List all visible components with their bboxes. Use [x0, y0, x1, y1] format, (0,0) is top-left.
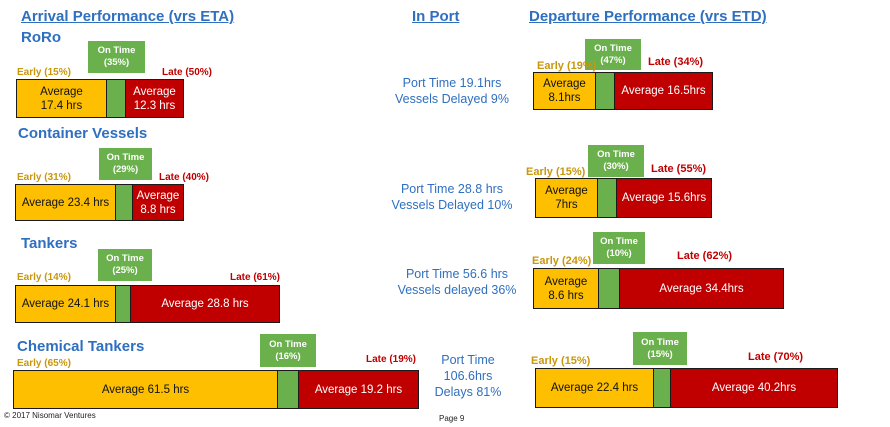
arrival-bar: Average 61.5 hrs Average 19.2 hrs [13, 370, 419, 409]
departure-early-label: Early (19%) [537, 60, 597, 72]
ontime-title: On Time [106, 253, 144, 264]
arrival-ontime-segment [115, 185, 133, 220]
arrival-early-segment: Average 23.4 hrs [16, 185, 115, 220]
arrival-bar: Average 17.4 hrs Average 12.3 hrs [16, 79, 184, 118]
section-title-chemical-tankers: Chemical Tankers [17, 338, 145, 355]
arrival-ontime-box: On Time (35%) [88, 41, 145, 73]
ontime-pct: (25%) [112, 265, 138, 276]
arrival-early-segment: Average 61.5 hrs [14, 371, 277, 408]
arrival-ontime-box: On Time (25%) [98, 249, 152, 281]
port-time-container-vessels: Port Time 28.8 hrs Vessels Delayed 10% [391, 182, 513, 212]
arrival-late-label: Late (61%) [230, 272, 281, 283]
ontime-pct: (16%) [275, 350, 301, 362]
departure-early-label: Early (24%) [532, 255, 592, 267]
ontime-pct: (10%) [606, 248, 632, 259]
ontime-title: On Time [594, 42, 632, 54]
departure-ontime-box: On Time (30%) [588, 145, 644, 177]
copyright-text: © 2017 Nisomar Ventures [4, 411, 96, 420]
departure-bar: Average 22.4 hrs Average 40.2hrs [535, 368, 838, 408]
arrival-early-segment: Average 24.1 hrs [16, 286, 115, 322]
arrival-ontime-box: On Time (29%) [99, 148, 152, 180]
departure-ontime-box: On Time (47%) [585, 39, 641, 70]
ontime-pct: (29%) [112, 164, 139, 175]
arrival-early-label: Early (14%) [17, 272, 71, 283]
ontime-pct: (47%) [600, 54, 626, 66]
departure-late-label: Late (70%) [748, 351, 804, 363]
departure-early-segment: Average 7hrs [536, 179, 597, 217]
arrival-ontime-segment [106, 80, 126, 117]
arrival-early-label: Early (15%) [17, 67, 71, 78]
departure-early-label: Early (15%) [526, 166, 586, 178]
port-time-tankers: Port Time 56.6 hrs Vessels delayed 36% [397, 267, 517, 297]
arrival-late-label: Late (19%) [366, 354, 417, 365]
arrival-early-label: Early (31%) [17, 172, 71, 183]
arrival-early-label: Early (65%) [17, 358, 71, 369]
ontime-pct: (30%) [603, 161, 629, 172]
departure-late-label: Late (34%) [648, 56, 704, 68]
departure-ontime-segment [597, 179, 617, 217]
arrival-ontime-segment [115, 286, 131, 322]
departure-bar: Average 7hrs Average 15.6hrs [535, 178, 712, 218]
departure-performance-header: Departure Performance (vrs ETD) [529, 8, 767, 25]
departure-bar: Average 8.1hrs Average 16.5hrs [533, 72, 713, 110]
departure-ontime-segment [598, 269, 620, 308]
departure-late-segment: Average 40.2hrs [671, 369, 837, 407]
ontime-title: On Time [600, 236, 638, 247]
arrival-ontime-segment [277, 371, 299, 408]
arrival-late-segment: Average 28.8 hrs [131, 286, 279, 322]
departure-ontime-segment [595, 73, 615, 109]
departure-late-segment: Average 16.5hrs [615, 73, 712, 109]
arrival-late-label: Late (40%) [159, 172, 210, 183]
section-title-container-vessels: Container Vessels [18, 125, 148, 142]
port-time-roro: Port Time 19.1hrs Vessels Delayed 9% [395, 76, 509, 106]
ontime-pct: (15%) [647, 348, 673, 360]
departure-late-label: Late (55%) [651, 163, 707, 175]
departure-early-label: Early (15%) [531, 355, 591, 367]
port-time-chemical-tankers: Port Time 106.6hrs Delays 81% [434, 353, 502, 399]
departure-late-segment: Average 34.4hrs [620, 269, 783, 308]
ontime-title: On Time [97, 45, 136, 56]
arrival-late-segment: Average 8.8 hrs [133, 185, 183, 220]
arrival-ontime-box: On Time (16%) [260, 334, 316, 367]
departure-ontime-box: On Time (15%) [633, 332, 687, 365]
arrival-late-label: Late (50%) [162, 67, 213, 78]
section-title-tankers: Tankers [21, 235, 78, 252]
arrival-early-segment: Average 17.4 hrs [17, 80, 106, 117]
arrival-bar: Average 24.1 hrs Average 28.8 hrs [15, 285, 280, 323]
departure-ontime-box: On Time (10%) [593, 232, 645, 264]
departure-early-segment: Average 22.4 hrs [536, 369, 653, 407]
departure-late-label: Late (62%) [677, 250, 733, 262]
departure-early-segment: Average 8.6 hrs [534, 269, 598, 308]
arrival-bar: Average 23.4 hrs Average 8.8 hrs [15, 184, 184, 221]
in-port-header: In Port [412, 8, 460, 25]
departure-late-segment: Average 15.6hrs [617, 179, 711, 217]
departure-early-segment: Average 8.1hrs [534, 73, 595, 109]
arrival-late-segment: Average 12.3 hrs [126, 80, 183, 117]
arrival-late-segment: Average 19.2 hrs [299, 371, 418, 408]
ontime-title: On Time [106, 152, 145, 163]
departure-bar: Average 8.6 hrs Average 34.4hrs [533, 268, 784, 309]
ontime-title: On Time [641, 336, 679, 348]
ontime-pct: (35%) [103, 57, 130, 68]
ontime-title: On Time [269, 338, 307, 350]
page-number: Page 9 [439, 414, 465, 423]
arrival-performance-header: Arrival Performance (vrs ETA) [21, 8, 235, 25]
ontime-title: On Time [597, 149, 635, 160]
departure-ontime-segment [653, 369, 671, 407]
section-title-roro: RoRo [21, 29, 61, 46]
